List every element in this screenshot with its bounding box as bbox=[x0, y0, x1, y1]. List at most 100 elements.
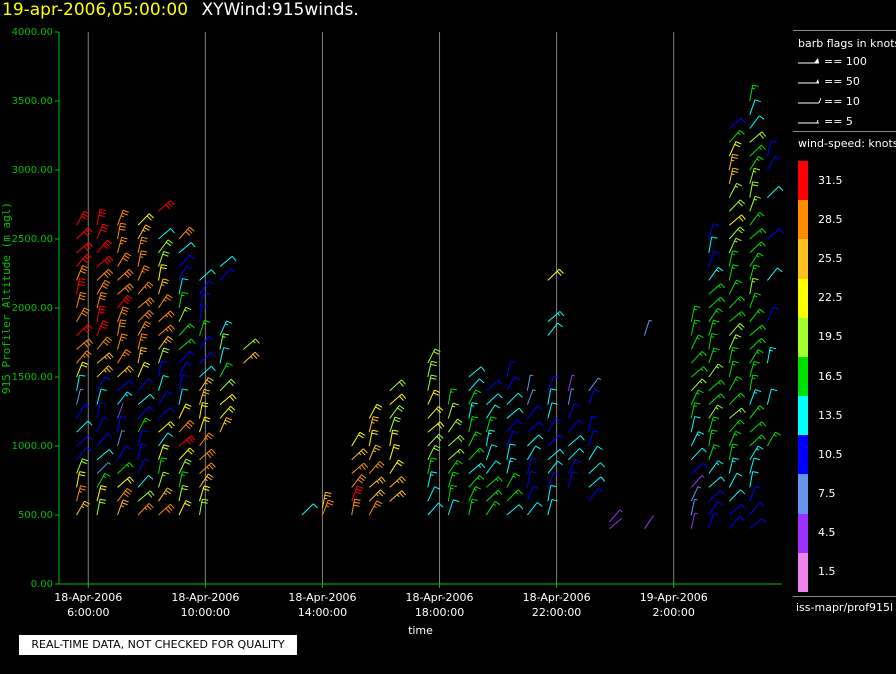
wind-barb bbox=[766, 388, 778, 405]
wind-barb bbox=[199, 352, 216, 364]
wind-barb bbox=[728, 419, 745, 433]
wind-barb bbox=[158, 487, 173, 502]
wind-barb bbox=[690, 351, 707, 364]
wind-barb bbox=[728, 182, 743, 198]
wind-barb bbox=[321, 499, 335, 516]
wind-barb bbox=[728, 334, 742, 350]
wind-barb bbox=[76, 500, 91, 516]
wind-barb bbox=[506, 407, 524, 419]
wind-barb bbox=[96, 208, 106, 226]
wind-barb bbox=[468, 366, 486, 378]
wind-barb bbox=[468, 378, 485, 392]
wind-barb bbox=[690, 486, 701, 502]
wind-barb bbox=[708, 460, 724, 474]
colorbar-segment bbox=[798, 552, 808, 593]
wind-barb bbox=[588, 476, 606, 488]
wind-barb bbox=[137, 224, 152, 240]
wind-barb bbox=[766, 155, 781, 171]
x-axis-label: time bbox=[408, 624, 433, 637]
x-tick-date: 18-Apr-2006 bbox=[406, 591, 474, 604]
wind-barb bbox=[199, 305, 209, 322]
wind-barb bbox=[766, 306, 779, 322]
wind-barb bbox=[506, 457, 517, 474]
wind-barb bbox=[158, 457, 168, 474]
wind-barb bbox=[96, 336, 113, 350]
wind-barb bbox=[506, 504, 524, 516]
wind-barb bbox=[178, 265, 192, 281]
wind-barb bbox=[389, 459, 404, 474]
wind-barb bbox=[427, 374, 438, 391]
wind-barb bbox=[728, 376, 743, 392]
wind-barb bbox=[690, 378, 707, 392]
wind-barb bbox=[137, 474, 154, 488]
wind-barb bbox=[728, 214, 746, 226]
wind-barb bbox=[547, 311, 565, 323]
y-tick-label: 1500.00 bbox=[12, 372, 53, 383]
wind-barb bbox=[117, 379, 134, 392]
wind-barb bbox=[708, 429, 718, 447]
wind-barb bbox=[708, 296, 726, 309]
y-tick-label: 2500.00 bbox=[12, 234, 53, 245]
wind-barb bbox=[137, 236, 148, 253]
wind-barb bbox=[690, 319, 701, 336]
wind-barb bbox=[690, 462, 708, 474]
wind-barb bbox=[219, 267, 236, 281]
wind-barb bbox=[117, 236, 128, 253]
wind-barb bbox=[96, 352, 114, 364]
wind-barb bbox=[526, 457, 538, 474]
wind-barb bbox=[506, 360, 517, 378]
barb-legend-label: == 50 bbox=[824, 75, 860, 88]
wind-barb bbox=[427, 433, 444, 447]
wind-barb bbox=[368, 489, 386, 502]
x-tick-time: 10:00:00 bbox=[181, 606, 230, 619]
wind-barb bbox=[117, 209, 129, 226]
chart-header: 19-apr-2006,05:00:00 XYWind:915winds. bbox=[2, 0, 359, 20]
wind-barb bbox=[766, 431, 781, 447]
speed-colorbar: 31.5 28.5 25.5 22.5 19.5 16.5 13.5 10.5 7.5 4.5 1.… bbox=[798, 161, 843, 593]
wind-barb bbox=[690, 431, 704, 447]
wind-barb bbox=[728, 392, 746, 405]
wind-barb bbox=[728, 457, 739, 474]
wind-barb bbox=[749, 99, 761, 115]
colorbar-segment bbox=[798, 474, 808, 515]
wind-barb bbox=[76, 435, 94, 447]
wind-barb bbox=[749, 361, 760, 378]
wind-barb bbox=[117, 488, 133, 502]
x-tick-date: 18-Apr-2006 bbox=[171, 591, 239, 604]
barb-legend-title: barb flags in knots bbox=[798, 37, 896, 50]
wind-barb bbox=[427, 471, 438, 488]
wind-barb bbox=[368, 476, 386, 488]
wind-barb bbox=[117, 252, 132, 267]
wind-barb bbox=[219, 255, 237, 267]
legend-panel: barb flags in knots == 100 == 50 == 10 =… bbox=[793, 30, 896, 624]
wind-barb bbox=[485, 416, 497, 433]
y-axis-label: 915 Profiler Altitude (m agl) bbox=[0, 202, 13, 394]
wind-barb bbox=[158, 294, 173, 309]
wind-barb bbox=[749, 292, 762, 309]
wind-barb bbox=[178, 291, 189, 309]
wind-barb bbox=[368, 500, 383, 516]
wind-barb bbox=[447, 484, 458, 502]
wind-barb bbox=[506, 489, 523, 502]
wind-barb bbox=[389, 416, 401, 433]
wind-barb bbox=[485, 429, 496, 447]
wind-barb bbox=[708, 347, 720, 364]
wind-barb bbox=[749, 308, 765, 323]
wind-barb bbox=[427, 457, 438, 474]
wind-barb bbox=[117, 306, 129, 322]
wind-barb bbox=[547, 402, 558, 419]
wind-barb bbox=[749, 264, 761, 281]
wind-barb bbox=[137, 297, 155, 309]
wind-barb bbox=[749, 434, 766, 447]
colorbar-label: 28.5 bbox=[818, 212, 843, 226]
wind-barb bbox=[199, 335, 214, 350]
wind-barb bbox=[485, 444, 498, 460]
wind-barb bbox=[690, 402, 701, 419]
y-tick-label: 1000.00 bbox=[12, 441, 53, 452]
colorbar-label: 13.5 bbox=[818, 408, 843, 422]
wind-barb bbox=[96, 472, 111, 488]
barb-legend-5: == 5 bbox=[797, 115, 892, 129]
wind-barb bbox=[178, 485, 189, 502]
wind-barb bbox=[708, 283, 726, 295]
wind-barb bbox=[690, 447, 707, 461]
